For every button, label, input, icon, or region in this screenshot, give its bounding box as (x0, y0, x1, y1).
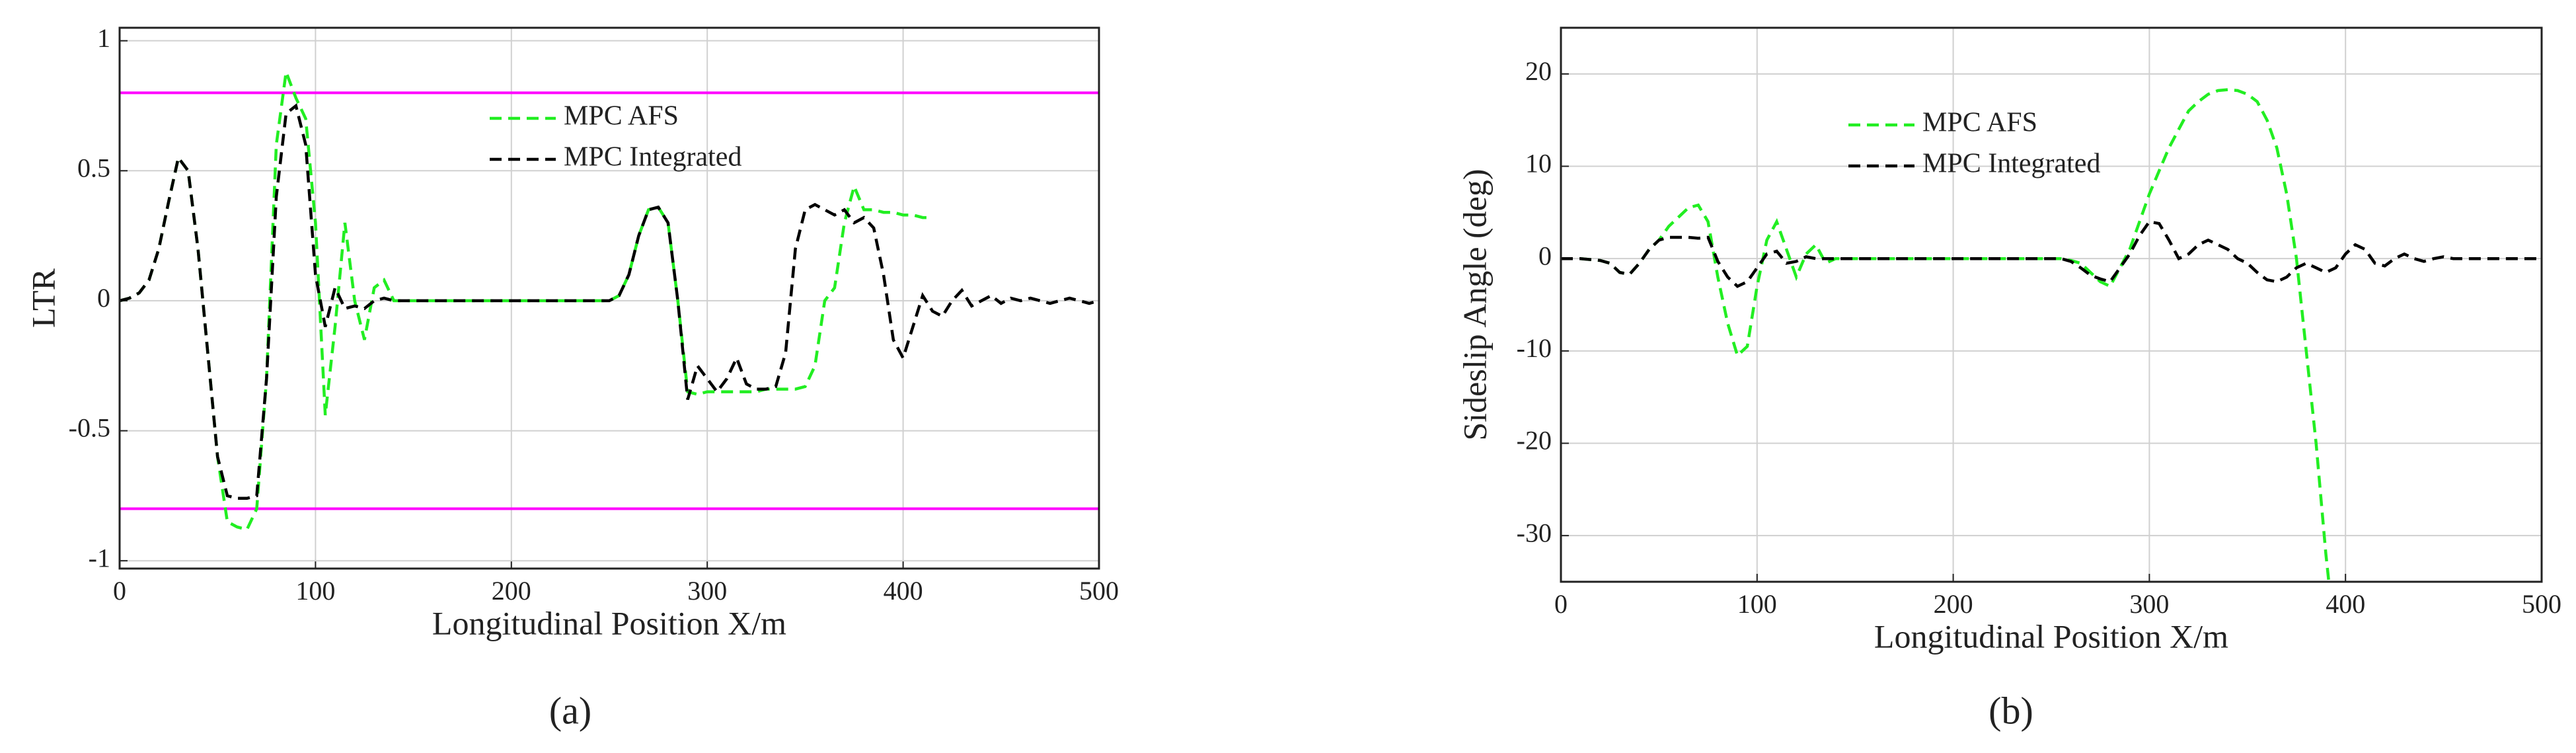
chart: 0 100 200 300 400 500 -30 -20 -10 0 10 20 MPC AFS MPC… (1456, 26, 2561, 732)
x-tick-label: 300 (687, 576, 727, 606)
series-line (1561, 88, 2331, 582)
series-line (120, 103, 1099, 500)
y-tick-label: -30 (1517, 518, 1552, 547)
y-tick-label: 0 (1538, 241, 1552, 270)
y-tick-label: -1 (89, 543, 110, 573)
y-tick-label: 0 (97, 283, 110, 313)
legend-label: MPC Integrated (1922, 149, 2100, 179)
series-line (120, 71, 933, 532)
x-tick-label: 100 (295, 576, 335, 606)
x-axis-label: Longitudinal Position X/m (1874, 617, 2228, 654)
y-tick-label: 0.5 (77, 153, 110, 182)
chart: 0 100 200 300 400 500 -1 -0.5 0 0.5 1 MPC AFS MPC In… (24, 23, 1119, 732)
plot-frame (118, 26, 1100, 570)
subfigure-label: (a) (549, 689, 591, 732)
x-tick-label: 200 (1934, 589, 1973, 619)
x-tick-label: 500 (2522, 589, 2561, 619)
legend-label: MPC AFS (564, 101, 679, 132)
y-tick-label: 1 (97, 23, 110, 53)
x-axis-label: Longitudinal Position X/m (432, 604, 786, 641)
series-line (1561, 219, 2542, 288)
x-tick-label: 300 (2129, 589, 2169, 619)
x-tick-label: 0 (113, 576, 126, 606)
y-axis-label: LTR (24, 268, 61, 327)
x-tick-label: 500 (1079, 576, 1119, 606)
y-tick-label: -10 (1517, 333, 1552, 363)
legend-label: MPC Integrated (564, 142, 741, 173)
plot-frame (1560, 26, 2543, 583)
y-tick-label: 20 (1525, 56, 1552, 86)
y-tick-label: -20 (1517, 426, 1552, 456)
legend-label: MPC AFS (1922, 108, 2037, 138)
y-tick-label: -0.5 (69, 413, 110, 443)
y-tick-label: 10 (1525, 149, 1552, 178)
x-tick-label: 400 (2326, 589, 2365, 619)
x-tick-label: 100 (1737, 589, 1777, 619)
subfigure-label: (b) (1989, 689, 2033, 732)
x-tick-label: 400 (884, 576, 923, 606)
x-tick-label: 200 (492, 576, 531, 606)
y-axis-label: Sideslip Angle (deg) (1456, 169, 1493, 440)
x-tick-label: 0 (1554, 589, 1568, 619)
